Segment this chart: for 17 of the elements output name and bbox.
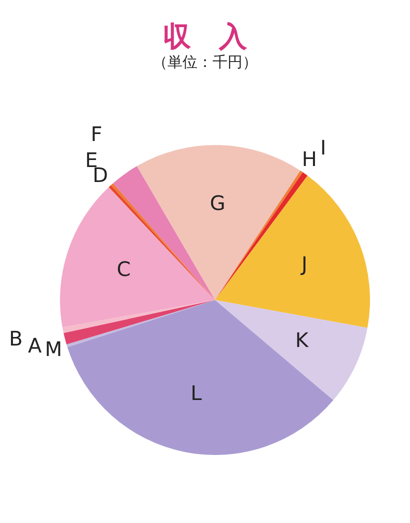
pie-slice [215,300,368,400]
chart-title: 収 入 [163,20,248,53]
pie-slice [136,145,300,300]
slice-label: H [302,146,317,171]
slice-label: I [320,136,326,160]
slice-label: G [210,190,226,215]
slice-label: A [28,333,42,358]
slice-label: B [9,326,23,350]
slice-label: C [116,256,131,281]
slice-label: F [90,122,102,146]
slice-label: M [44,336,62,361]
slice-label: J [299,252,308,276]
pie-slice [62,300,215,334]
pie-slice [67,300,334,455]
slice-label: K [295,328,310,352]
slice-label: L [190,381,203,406]
chart-subtitle: （単位：千円） [152,53,258,71]
